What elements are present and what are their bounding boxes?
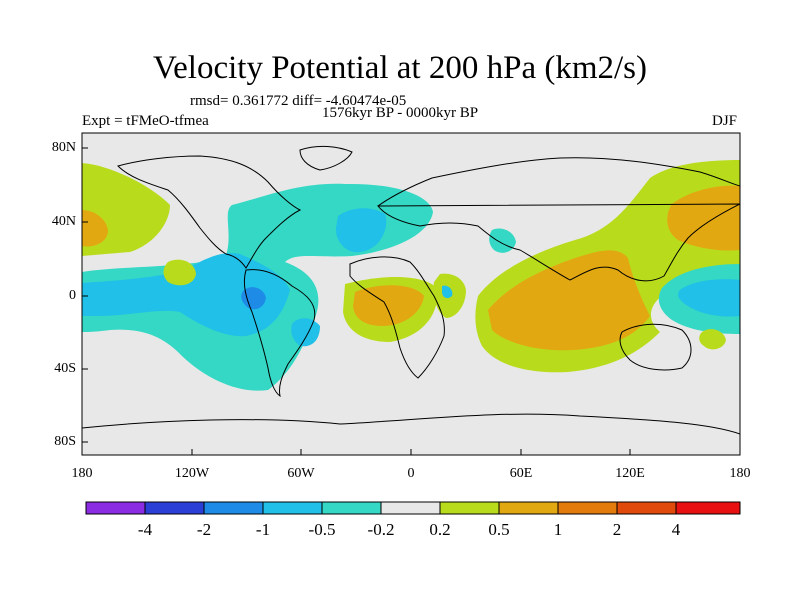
x-tick-label: 180	[71, 466, 93, 481]
season-label: DJF	[712, 113, 738, 129]
contour-atlantic-neg-mid	[335, 208, 387, 253]
colorbar-swatch-6	[440, 502, 499, 514]
contour-americas-neg-mid	[82, 252, 290, 337]
colorbar-swatch-7	[499, 502, 558, 514]
contour-epacific-pos	[163, 259, 196, 286]
contour-npacific-east-mid	[82, 210, 108, 247]
y-tick-label: 80S	[54, 434, 76, 449]
colorbar-swatch-2	[204, 502, 263, 514]
contour-congo-neg	[442, 285, 453, 299]
y-tick-label: 40S	[54, 361, 76, 376]
x-tick-label: 120W	[174, 466, 210, 481]
north-america-coast	[117, 155, 302, 269]
colorbar-label: 2	[612, 520, 622, 539]
period-text: 1576kyr BP - 0000kyr BP	[322, 105, 479, 121]
colorbar-swatch-1	[145, 502, 204, 514]
colorbar-swatch-5	[381, 502, 440, 514]
x-tick-label: 60E	[509, 466, 533, 481]
colorbar-label: -0.5	[308, 520, 336, 539]
axis-ticks	[81, 147, 741, 455]
coastlines	[82, 145, 740, 435]
contour-wpacific-mid	[667, 185, 740, 251]
experiment-label: Expt = tFMeO-tfmea	[82, 113, 209, 129]
africa-coast	[349, 256, 445, 379]
contour-brazil-neg-mid	[291, 318, 320, 347]
antarctica-coast	[82, 413, 740, 435]
colorbar-label: -0.2	[367, 520, 395, 539]
y-tick-label: 40N	[51, 214, 76, 229]
colorbar-swatch-0	[86, 502, 145, 514]
contour-africa-mid	[353, 285, 424, 326]
contour-fields	[82, 160, 740, 391]
colorbar-label: -4	[137, 520, 153, 539]
colorbar	[85, 501, 741, 515]
colorbar-label: 4	[671, 520, 681, 539]
y-tick-label: 80N	[51, 140, 76, 155]
colorbar-label: -2	[196, 520, 212, 539]
australia-coast	[619, 323, 692, 371]
colorbar-label: -1	[255, 520, 271, 539]
contour-indian-mid	[488, 250, 650, 351]
colorbar-swatch-9	[617, 502, 676, 514]
colorbar-swatch-8	[558, 502, 617, 514]
colorbar-label: 0.5	[488, 520, 510, 539]
stats-text: rmsd= 0.361772 diff= -4.60474e-05	[190, 93, 407, 109]
colorbar-swatch-4	[322, 502, 381, 514]
colorbar-swatch-10	[676, 502, 740, 514]
x-tick-label: 60W	[287, 466, 315, 481]
south-america-coast	[243, 269, 316, 398]
colorbar-label: 0.2	[429, 520, 451, 539]
map-title: Velocity Potential at 200 hPa (km2/s)	[152, 50, 648, 86]
y-tick-label: 0	[69, 288, 76, 303]
contour-coral-pos	[699, 329, 726, 350]
colorbar-swatch-3	[263, 502, 322, 514]
contour-cpacific-neg-mid	[678, 279, 740, 317]
eurasia-coast	[376, 157, 740, 282]
greenland-coast	[299, 145, 353, 171]
x-tick-label: 120E	[615, 466, 645, 481]
contour-americas-neg-strong	[241, 287, 266, 310]
x-tick-label: 0	[407, 466, 415, 481]
colorbar-label: 1	[553, 520, 563, 539]
x-tick-label: 180	[729, 466, 751, 481]
